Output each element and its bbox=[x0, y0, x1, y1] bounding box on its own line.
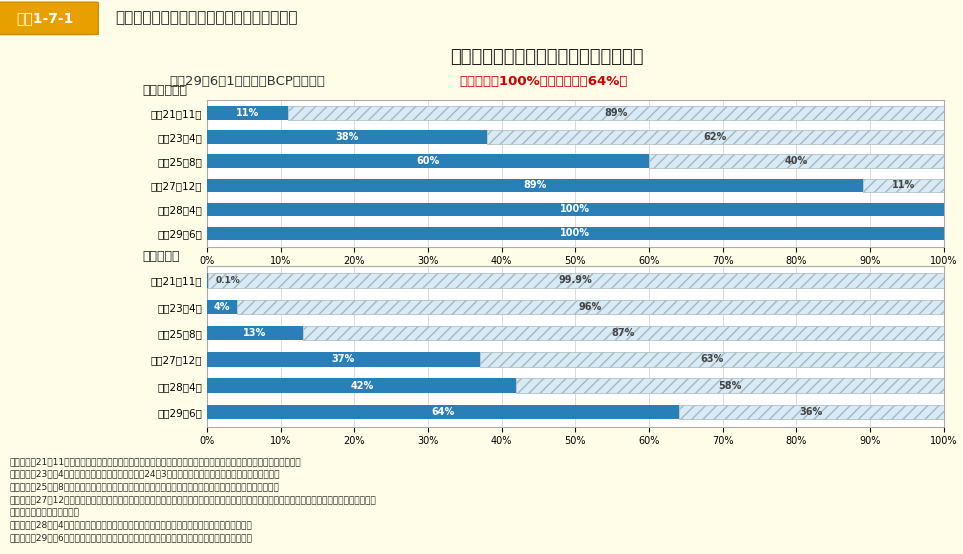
Bar bbox=[237, 300, 944, 314]
Text: 調査）: 調査） bbox=[10, 508, 80, 517]
Text: 平成23年　4月　地方自治情報管理概要（平成24年3月）（総務省自治行政局地域情報政策室調査）: 平成23年 4月 地方自治情報管理概要（平成24年3月）（総務省自治行政局地域情… bbox=[10, 470, 280, 479]
Text: 11%: 11% bbox=[236, 108, 259, 118]
Bar bbox=[207, 378, 516, 393]
Text: 87%: 87% bbox=[612, 328, 635, 338]
Text: 100%: 100% bbox=[560, 228, 590, 238]
Text: 【都道府県】: 【都道府県】 bbox=[143, 84, 188, 97]
Bar bbox=[207, 300, 237, 314]
Bar bbox=[487, 130, 944, 143]
Bar bbox=[207, 178, 863, 192]
Text: 4%: 4% bbox=[214, 302, 230, 312]
Text: 地方公共団体の業務継続計画の策定状況: 地方公共団体の業務継続計画の策定状況 bbox=[450, 48, 643, 66]
Text: 11%: 11% bbox=[892, 180, 915, 190]
Text: 89%: 89% bbox=[604, 108, 628, 118]
Bar bbox=[208, 273, 944, 288]
Bar bbox=[207, 130, 487, 143]
Text: 38%: 38% bbox=[335, 132, 358, 142]
Bar bbox=[863, 178, 944, 192]
Bar bbox=[207, 405, 679, 419]
Text: 42%: 42% bbox=[351, 381, 374, 391]
Bar bbox=[207, 326, 302, 340]
Text: 【市町村】: 【市町村】 bbox=[143, 250, 180, 263]
Bar bbox=[288, 106, 944, 120]
Text: 60%: 60% bbox=[416, 156, 440, 166]
Text: 100%: 100% bbox=[560, 204, 590, 214]
Text: 40%: 40% bbox=[785, 156, 808, 166]
Text: 出典：平成21年11月　地震発生時を想定した業務継続体制に係る状況調査（内閣府（防災）及び総務省消防庁調査）: 出典：平成21年11月 地震発生時を想定した業務継続体制に係る状況調査（内閣府（… bbox=[10, 457, 301, 466]
Text: 平成29年　6月　地方公共団体における業務継続計画策定状況の調査（総務省消防庁調査）: 平成29年 6月 地方公共団体における業務継続計画策定状況の調査（総務省消防庁調… bbox=[10, 534, 252, 542]
Bar bbox=[207, 155, 649, 168]
Bar bbox=[207, 352, 480, 367]
Bar bbox=[649, 155, 944, 168]
Text: 平成25年　8月　大規模地震等の自然災害を対象とするＢＣＰ策定率（速報値）（総務省消防庁調査）: 平成25年 8月 大規模地震等の自然災害を対象とするＢＣＰ策定率（速報値）（総務… bbox=[10, 483, 279, 491]
Text: 13%: 13% bbox=[244, 328, 267, 338]
Text: 平成27年12月　地方公共団体における「業務継続計画策定状況」及び「避難勧告等の具体的な発令基準策定状況」に係る調査（総務省消防庁: 平成27年12月 地方公共団体における「業務継続計画策定状況」及び「避難勧告等の… bbox=[10, 495, 377, 504]
Text: 地方公共団体における業務継続計画の策定率: 地方公共団体における業務継続計画の策定率 bbox=[116, 11, 299, 25]
Text: 58%: 58% bbox=[718, 381, 742, 391]
FancyBboxPatch shape bbox=[0, 2, 98, 34]
Text: 平成28年　4月　地方公共団体における業務継続計画策定状況の調査（総務省消防庁調査）: 平成28年 4月 地方公共団体における業務継続計画策定状況の調査（総務省消防庁調… bbox=[10, 521, 252, 530]
Text: 37%: 37% bbox=[331, 355, 355, 365]
Text: 36%: 36% bbox=[799, 407, 822, 417]
Text: 64%: 64% bbox=[431, 407, 455, 417]
Bar bbox=[207, 227, 944, 240]
Text: 62%: 62% bbox=[704, 132, 727, 142]
Bar bbox=[302, 326, 944, 340]
Text: 63%: 63% bbox=[700, 355, 723, 365]
Bar bbox=[207, 106, 288, 120]
Text: 都道府県で100%、市町村で約64%。: 都道府県で100%、市町村で約64%。 bbox=[459, 75, 628, 88]
Bar bbox=[679, 405, 944, 419]
Bar bbox=[480, 352, 944, 367]
Bar bbox=[207, 203, 944, 216]
Text: 平成29年6月1日現在、BCP策定率は: 平成29年6月1日現在、BCP策定率は bbox=[169, 75, 325, 88]
Text: 89%: 89% bbox=[523, 180, 547, 190]
Text: 99.9%: 99.9% bbox=[559, 275, 592, 285]
Text: 0.1%: 0.1% bbox=[215, 276, 240, 285]
Text: 96%: 96% bbox=[579, 302, 602, 312]
Bar bbox=[516, 378, 944, 393]
Text: 図表1-7-1: 図表1-7-1 bbox=[16, 11, 74, 25]
